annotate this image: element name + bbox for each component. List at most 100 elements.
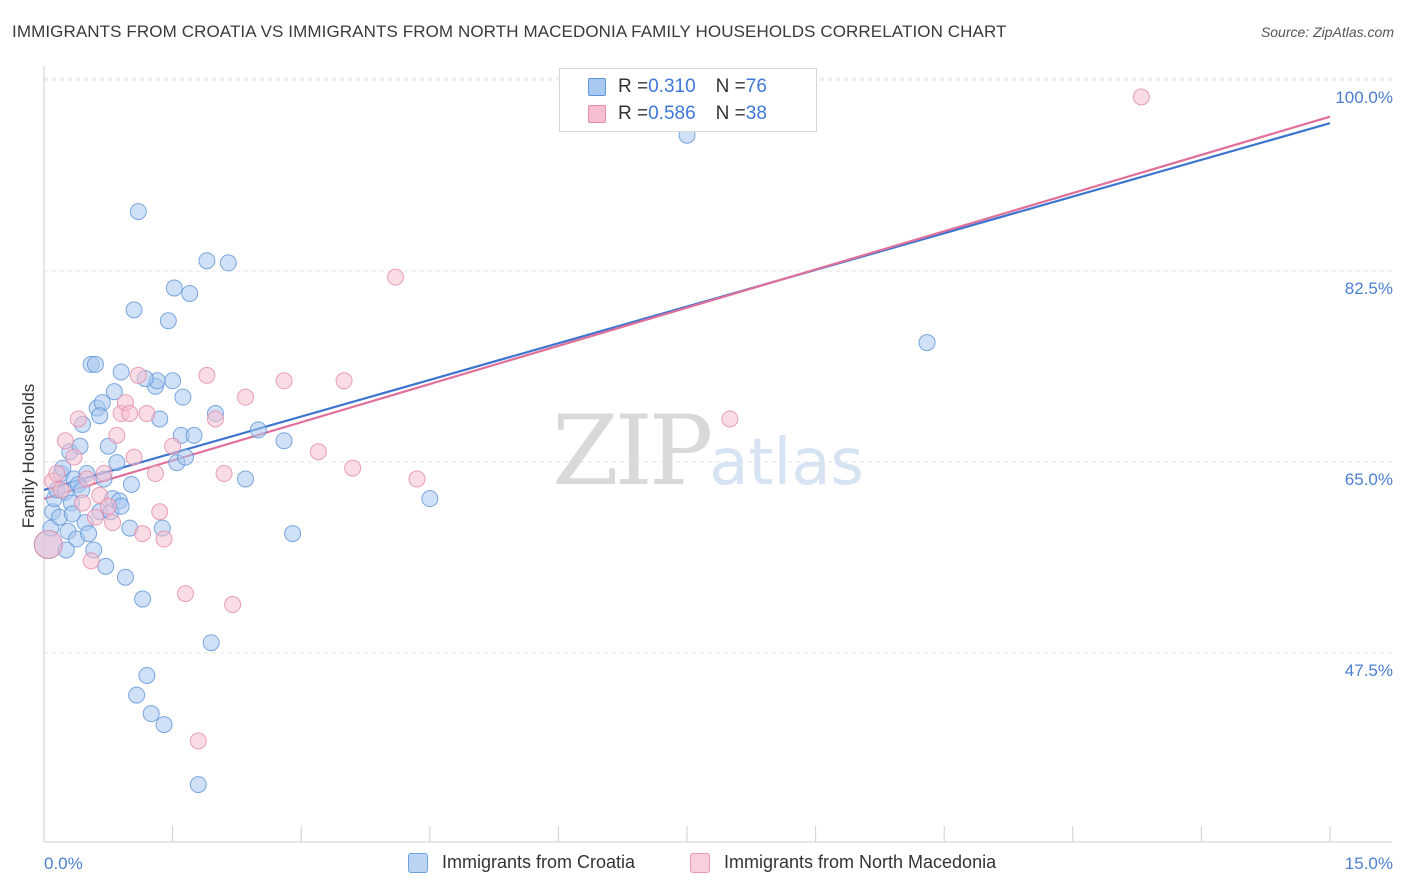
macedonia-point[interactable] <box>335 372 353 390</box>
n-label: N = <box>715 103 746 124</box>
points-layer <box>33 88 1150 794</box>
macedonia-point[interactable] <box>198 366 216 384</box>
r-label: R = <box>618 76 649 97</box>
macedonia-point[interactable] <box>95 465 113 483</box>
croatia-point[interactable] <box>128 686 146 704</box>
croatia-point[interactable] <box>198 252 216 270</box>
croatia-point[interactable] <box>249 421 267 439</box>
macedonia-point[interactable] <box>164 437 182 455</box>
macedonia-point[interactable] <box>155 530 173 548</box>
watermark-zip: ZIP <box>552 395 713 507</box>
croatia-point[interactable] <box>134 590 152 608</box>
macedonia-point[interactable] <box>215 465 233 483</box>
croatia-point[interactable] <box>164 372 182 390</box>
macedonia-point[interactable] <box>121 405 139 423</box>
macedonia-point[interactable] <box>721 410 739 428</box>
croatia-point[interactable] <box>421 490 439 508</box>
n-value-macedonia: 38 <box>745 103 767 124</box>
croatia-point[interactable] <box>174 388 192 406</box>
macedonia-point[interactable] <box>33 529 63 559</box>
macedonia-point[interactable] <box>189 732 207 750</box>
croatia-point[interactable] <box>165 279 183 297</box>
croatia-point[interactable] <box>155 716 173 734</box>
x-tick-label: 0.0% <box>44 854 83 873</box>
macedonia-point[interactable] <box>52 481 70 499</box>
macedonia-point[interactable] <box>82 552 100 570</box>
source-attribution: Source: ZipAtlas.com <box>1260 24 1394 40</box>
croatia-point[interactable] <box>116 568 134 586</box>
croatia-point[interactable] <box>122 475 140 493</box>
croatia-point[interactable] <box>275 432 293 450</box>
croatia-point[interactable] <box>142 705 160 723</box>
legend-label-croatia: Immigrants from Croatia <box>442 852 636 872</box>
macedonia-point[interactable] <box>206 410 224 428</box>
croatia-point[interactable] <box>918 334 936 352</box>
stats-legend: R = 0.310 N = 76 R = 0.586 N = 38 <box>559 68 817 132</box>
macedonia-point[interactable] <box>134 525 152 543</box>
croatia-point[interactable] <box>86 355 104 373</box>
croatia-point[interactable] <box>91 407 109 425</box>
macedonia-point[interactable] <box>99 497 117 515</box>
macedonia-point[interactable] <box>48 465 66 483</box>
croatia-swatch <box>588 78 606 96</box>
macedonia-point[interactable] <box>65 448 83 466</box>
y-axis-label: Family Households <box>19 384 38 529</box>
macedonia-point[interactable] <box>74 494 92 512</box>
macedonia-point[interactable] <box>125 448 143 466</box>
macedonia-point[interactable] <box>387 268 405 286</box>
legend-item-croatia[interactable]: Immigrants from Croatia <box>408 852 635 873</box>
croatia-point[interactable] <box>181 284 199 302</box>
macedonia-point[interactable] <box>236 388 254 406</box>
macedonia-point[interactable] <box>56 432 74 450</box>
croatia-point[interactable] <box>63 505 81 523</box>
r-value-macedonia: 0.586 <box>648 103 696 124</box>
croatia-point[interactable] <box>185 426 203 444</box>
croatia-point[interactable] <box>189 776 207 794</box>
zipatlas-watermark: ZIPatlas <box>552 395 864 507</box>
macedonia-point[interactable] <box>309 443 327 461</box>
macedonia-swatch <box>588 105 606 123</box>
macedonia-point[interactable] <box>275 372 293 390</box>
croatia-point[interactable] <box>138 666 156 684</box>
macedonia-point[interactable] <box>344 459 362 477</box>
croatia-point[interactable] <box>108 454 126 472</box>
macedonia-point[interactable] <box>408 470 426 488</box>
macedonia-point[interactable] <box>129 366 147 384</box>
macedonia-point[interactable] <box>86 508 104 526</box>
macedonia-point[interactable] <box>69 410 87 428</box>
croatia-point[interactable] <box>176 448 194 466</box>
macedonia-point[interactable] <box>151 503 169 521</box>
croatia-point[interactable] <box>80 525 98 543</box>
legend-item-macedonia[interactable]: Immigrants from North Macedonia <box>690 852 996 873</box>
macedonia-point[interactable] <box>176 585 194 603</box>
croatia-point[interactable] <box>219 254 237 272</box>
croatia-point[interactable] <box>284 525 302 543</box>
macedonia-point[interactable] <box>138 405 156 423</box>
r-label: R = <box>618 103 649 124</box>
y-tick-label: 47.5% <box>1345 661 1393 680</box>
macedonia-point[interactable] <box>104 514 122 532</box>
macedonia-point[interactable] <box>78 470 96 488</box>
croatia-point[interactable] <box>202 634 220 652</box>
y-tick-label: 82.5% <box>1345 279 1393 298</box>
macedonia-point[interactable] <box>108 426 126 444</box>
macedonia-point[interactable] <box>1132 88 1150 106</box>
legend-swatch-croatia <box>408 852 428 873</box>
croatia-point[interactable] <box>112 363 130 381</box>
macedonia-point[interactable] <box>146 465 164 483</box>
croatia-point[interactable] <box>125 301 143 319</box>
croatia-point[interactable] <box>159 312 177 330</box>
n-label: N = <box>715 76 746 97</box>
y-tick-label: 65.0% <box>1345 470 1393 489</box>
watermark-atlas: atlas <box>709 426 864 500</box>
croatia-point[interactable] <box>97 557 115 575</box>
n-value-croatia: 76 <box>745 76 767 97</box>
croatia-point[interactable] <box>236 470 254 488</box>
macedonia-point[interactable] <box>224 596 242 614</box>
label-layer: 100.0% 82.5% 65.0% 47.5% 0.0% 15.0% <box>44 88 1393 873</box>
x-tick-label: 15.0% <box>1345 854 1393 873</box>
croatia-point[interactable] <box>129 203 147 221</box>
series-legend: Immigrants from Croatia Immigrants from … <box>0 852 1406 876</box>
croatia-point[interactable] <box>105 383 123 401</box>
